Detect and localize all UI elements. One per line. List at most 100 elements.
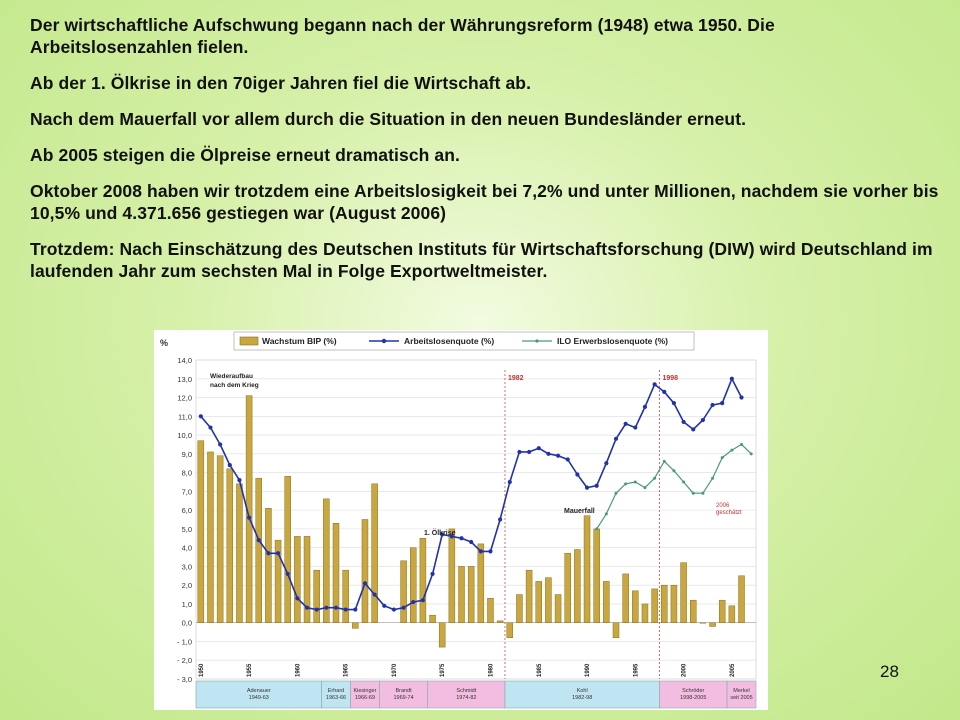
point-alq-1978 bbox=[469, 539, 474, 545]
point-alq-1954 bbox=[237, 477, 242, 483]
point-alq-1952 bbox=[218, 442, 223, 447]
y-tick-label: - 3,0 bbox=[177, 675, 192, 684]
point-alq-1950 bbox=[198, 414, 203, 419]
point-alq-2005 bbox=[729, 376, 734, 381]
y-tick-label: 3,0 bbox=[182, 562, 192, 571]
era-label-3: Brandt 1969-74 bbox=[393, 688, 413, 701]
point-alq-1957 bbox=[266, 551, 271, 556]
y-tick-label: 9,0 bbox=[182, 450, 192, 459]
bar-bip-1961 bbox=[303, 536, 311, 623]
legend-label-bip: Wachstum BIP (%) bbox=[262, 336, 337, 346]
era-box-4 bbox=[427, 680, 506, 709]
point-alq-1975 bbox=[440, 532, 445, 537]
point-alq-1998 bbox=[662, 389, 667, 394]
point-ilo-2004 bbox=[720, 456, 724, 460]
bar-bip-1999 bbox=[670, 584, 678, 623]
point-alq-1972 bbox=[411, 599, 416, 605]
bar-bip-1984 bbox=[525, 569, 533, 623]
bar-bip-1957 bbox=[265, 507, 272, 623]
x-tick-label-1985: 1985 bbox=[537, 663, 543, 677]
legend-label-ilo: ILO Erwerbslosenquote (%) bbox=[557, 336, 668, 346]
legend-marker-ilo bbox=[535, 339, 539, 343]
bar-bip-1965 bbox=[342, 569, 349, 623]
point-alq-1987 bbox=[555, 453, 561, 458]
bar-bip-1960 bbox=[294, 536, 301, 623]
point-ilo-1999 bbox=[672, 469, 676, 473]
y-axis-label: % bbox=[160, 338, 168, 348]
bar-bip-1982 bbox=[506, 622, 514, 638]
bar-bip-2003 bbox=[709, 622, 716, 627]
point-ilo-1994 bbox=[624, 482, 628, 486]
x-tick-label-1965: 1965 bbox=[344, 663, 350, 677]
point-ilo-2000 bbox=[682, 480, 686, 484]
point-alq-2006 bbox=[739, 395, 744, 400]
chart: 14,0 13,0 12,0 11,0 10,0 9,0 8,0 7,0 6,0 5,0 4,0 3,… bbox=[154, 330, 768, 710]
bar-bip-1989 bbox=[574, 549, 581, 623]
bar-bip-1967 bbox=[361, 519, 369, 623]
era-box-6 bbox=[659, 680, 728, 709]
y-tick-label: 5,0 bbox=[182, 525, 192, 534]
point-alq-1992 bbox=[604, 461, 609, 466]
point-alq-1974 bbox=[430, 571, 435, 577]
x-tick-label-1955: 1955 bbox=[247, 663, 253, 677]
point-alq-1994 bbox=[623, 421, 628, 426]
x-tick-label-2000: 2000 bbox=[682, 663, 688, 677]
marker-1982-label: 1982 bbox=[508, 375, 524, 382]
bar-bip-1968 bbox=[371, 483, 378, 623]
bar-bip-2002 bbox=[699, 622, 707, 624]
bar-bip-2005 bbox=[728, 605, 736, 623]
legend-bar-swatch bbox=[239, 336, 259, 346]
point-alq-1966 bbox=[353, 607, 358, 612]
point-ilo-1998 bbox=[662, 459, 666, 463]
point-alq-1956 bbox=[256, 538, 261, 543]
bar-bip-1997 bbox=[651, 588, 658, 623]
point-alq-1951 bbox=[208, 425, 213, 430]
era-box-0 bbox=[195, 680, 322, 709]
bar-bip-1994 bbox=[622, 573, 629, 623]
y-tick-label: 7,0 bbox=[182, 487, 192, 496]
bar-bip-1992 bbox=[603, 581, 610, 623]
point-alq-1991 bbox=[594, 483, 599, 488]
paragraph-oelpreise: Ab 2005 steigen die Ölpreise erneut dram… bbox=[30, 145, 461, 165]
bar-bip-1952 bbox=[216, 455, 224, 623]
point-alq-1996 bbox=[642, 404, 648, 410]
x-tick-label-1980: 1980 bbox=[488, 663, 494, 677]
point-ilo-1997 bbox=[653, 476, 657, 480]
x-tick-label-1995: 1995 bbox=[633, 663, 639, 677]
era-label-7: Merkel seit 2005 bbox=[730, 688, 752, 701]
paragraph-exportweltmeister: Trotzdem: Nach Einschätzung des Deutsche… bbox=[30, 239, 933, 281]
era-label-5: Kohl 1982-98 bbox=[572, 688, 592, 701]
bar-bip-1996 bbox=[641, 603, 649, 623]
bar-bip-1962 bbox=[313, 569, 320, 623]
legend: Wachstum BIP (%) Arbeitslosenquote (%) ILO… bbox=[233, 331, 695, 351]
point-ilo-2002 bbox=[701, 491, 705, 495]
annotation-wiederaufbau: Wiederaufbau nach dem Krieg bbox=[210, 373, 259, 389]
era-label-1: Erhard 1963-66 bbox=[326, 688, 346, 701]
legend-marker-alq bbox=[381, 338, 387, 344]
point-alq-1997 bbox=[652, 382, 657, 387]
bar-bip-1966 bbox=[352, 622, 359, 629]
era-box-3 bbox=[379, 680, 429, 709]
point-alq-1962 bbox=[314, 607, 319, 612]
point-alq-1986 bbox=[546, 451, 551, 456]
bar-bip-1954 bbox=[236, 483, 243, 623]
x-tick-label-1970: 1970 bbox=[392, 663, 398, 677]
point-alq-1959 bbox=[285, 571, 290, 577]
point-ilo-1993 bbox=[614, 491, 618, 495]
point-ilo-2007 bbox=[749, 452, 753, 456]
bar-bip-2000 bbox=[680, 562, 687, 623]
bar-bip-1977 bbox=[458, 566, 465, 623]
annotation-mauerfall: Mauerfall bbox=[564, 508, 595, 515]
paragraph-oktober-2008: Oktober 2008 haben wir trotzdem eine Arb… bbox=[30, 181, 939, 223]
point-alq-1973 bbox=[420, 598, 425, 603]
point-ilo-2005 bbox=[730, 448, 734, 452]
point-alq-1984 bbox=[527, 449, 532, 455]
x-tick-label-1990: 1990 bbox=[585, 663, 591, 677]
bar-bip-1964 bbox=[332, 523, 340, 623]
y-tick-label: 4,0 bbox=[182, 544, 192, 553]
point-alq-2004 bbox=[720, 401, 725, 406]
y-tick-label: 2,0 bbox=[182, 581, 192, 590]
plot-area bbox=[195, 359, 757, 680]
y-tick-label: 8,0 bbox=[182, 469, 192, 478]
point-alq-1990 bbox=[584, 485, 590, 490]
